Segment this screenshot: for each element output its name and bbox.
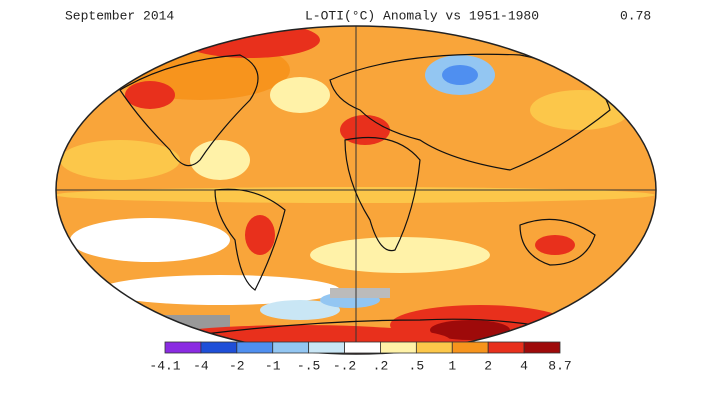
legend-label: -.5	[297, 358, 320, 373]
legend-swatch	[380, 341, 417, 354]
legend-label: -4.1	[149, 358, 180, 373]
legend-label: .5	[409, 358, 425, 373]
legend-label: -1	[265, 358, 281, 373]
legend-label: 1	[448, 358, 456, 373]
legend-label: 2	[484, 358, 492, 373]
legend-swatch	[272, 341, 310, 354]
legend-swatch	[344, 341, 381, 354]
map-border	[55, 25, 657, 355]
color-legend: -4.1 -4 -2 -1 -.5 -.2 .2 .5 1 2 4 8.7	[149, 341, 572, 373]
legend-label: -2	[229, 358, 245, 373]
legend-label: 4	[520, 358, 528, 373]
legend-swatch	[487, 341, 525, 354]
global-mean: 0.78	[620, 8, 651, 23]
legend-swatch	[415, 341, 453, 354]
legend-swatch	[308, 341, 345, 354]
legend-label: -4	[193, 358, 209, 373]
legend-swatch	[523, 341, 561, 354]
legend-label: -.2	[333, 358, 356, 373]
anomaly-map	[56, 26, 656, 354]
map-date: September 2014	[65, 8, 174, 23]
legend-label: 8.7	[548, 358, 571, 373]
legend-label: .2	[373, 358, 389, 373]
legend-swatch	[451, 341, 489, 354]
legend-swatch	[236, 341, 274, 354]
legend-swatch	[164, 341, 202, 354]
map-title: L-OTI(°C) Anomaly vs 1951-1980	[305, 8, 539, 23]
legend-swatch	[200, 341, 238, 354]
